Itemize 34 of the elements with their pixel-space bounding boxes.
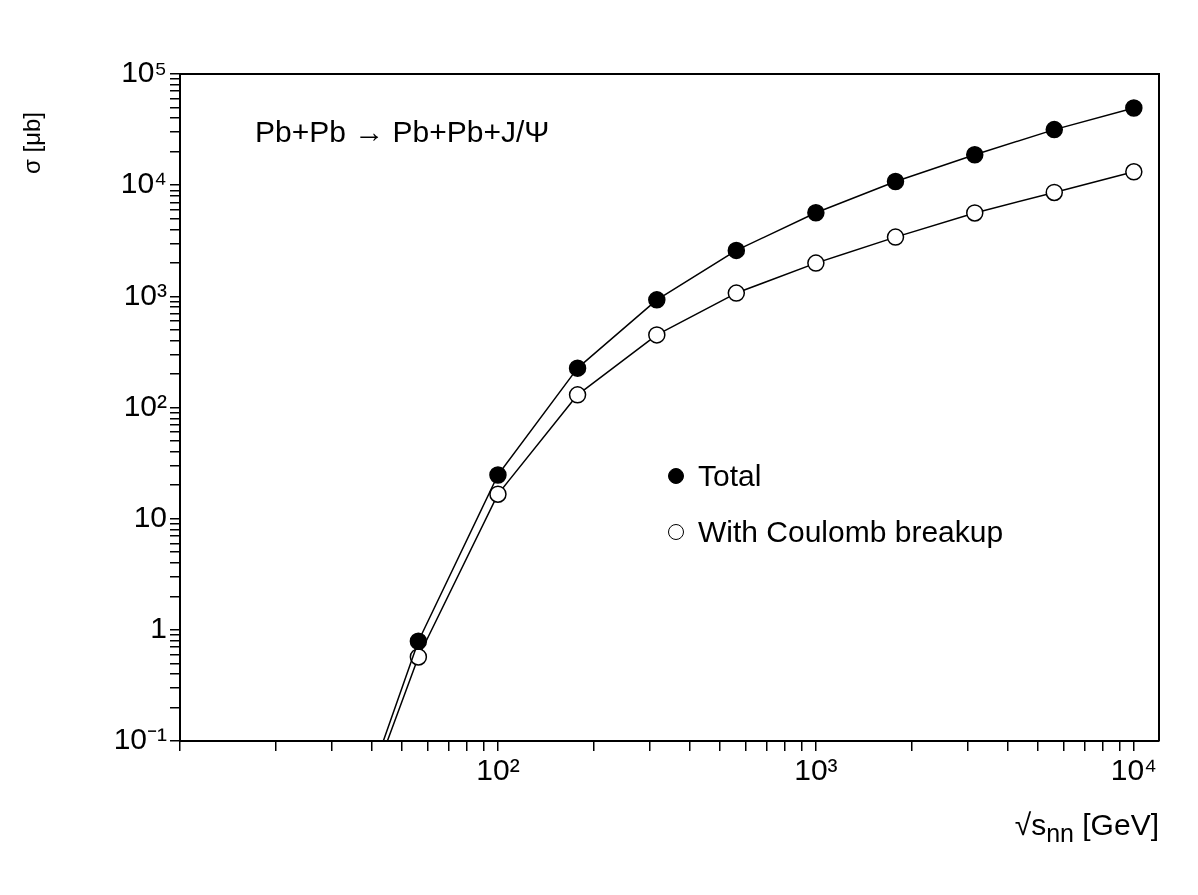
point — [1045, 183, 1064, 202]
x-tick-label: 10³ — [794, 753, 838, 787]
point — [886, 228, 905, 246]
x-tick-label: 10⁴ — [1110, 753, 1157, 787]
point — [568, 359, 587, 377]
point — [1125, 163, 1143, 181]
point — [727, 241, 746, 260]
point — [489, 485, 507, 503]
y-tick-label: 10² — [123, 388, 168, 422]
legend-label: Total — [698, 459, 762, 493]
point — [886, 172, 905, 191]
point — [409, 632, 428, 650]
x-axis-title: √s$_{nn}$ [GeV] — [1014, 808, 1159, 848]
point — [648, 291, 666, 309]
y-tick-label: 1 — [150, 611, 167, 645]
y-tick-label: 10 — [133, 499, 167, 533]
point — [648, 326, 666, 344]
point — [966, 145, 984, 164]
point — [1125, 99, 1143, 117]
point — [807, 203, 825, 222]
point — [489, 466, 507, 484]
y-tick-label: 10⁴ — [120, 166, 167, 200]
point — [966, 204, 984, 222]
y-tick-label: 10³ — [123, 277, 168, 311]
point — [807, 254, 825, 272]
annotation: Pb+Pb → Pb+Pb+J/Ψ — [255, 115, 550, 149]
point — [727, 284, 746, 302]
point — [568, 386, 587, 404]
y-axis-title: σ [μb] — [18, 112, 46, 174]
legend-label: With Coulomb breakup — [698, 515, 1004, 549]
point — [1045, 120, 1064, 139]
y-tick-label: 10⁻¹ — [113, 722, 168, 756]
x-tick-label: 10² — [476, 753, 520, 787]
y-tick-label: 10⁵ — [121, 55, 167, 89]
